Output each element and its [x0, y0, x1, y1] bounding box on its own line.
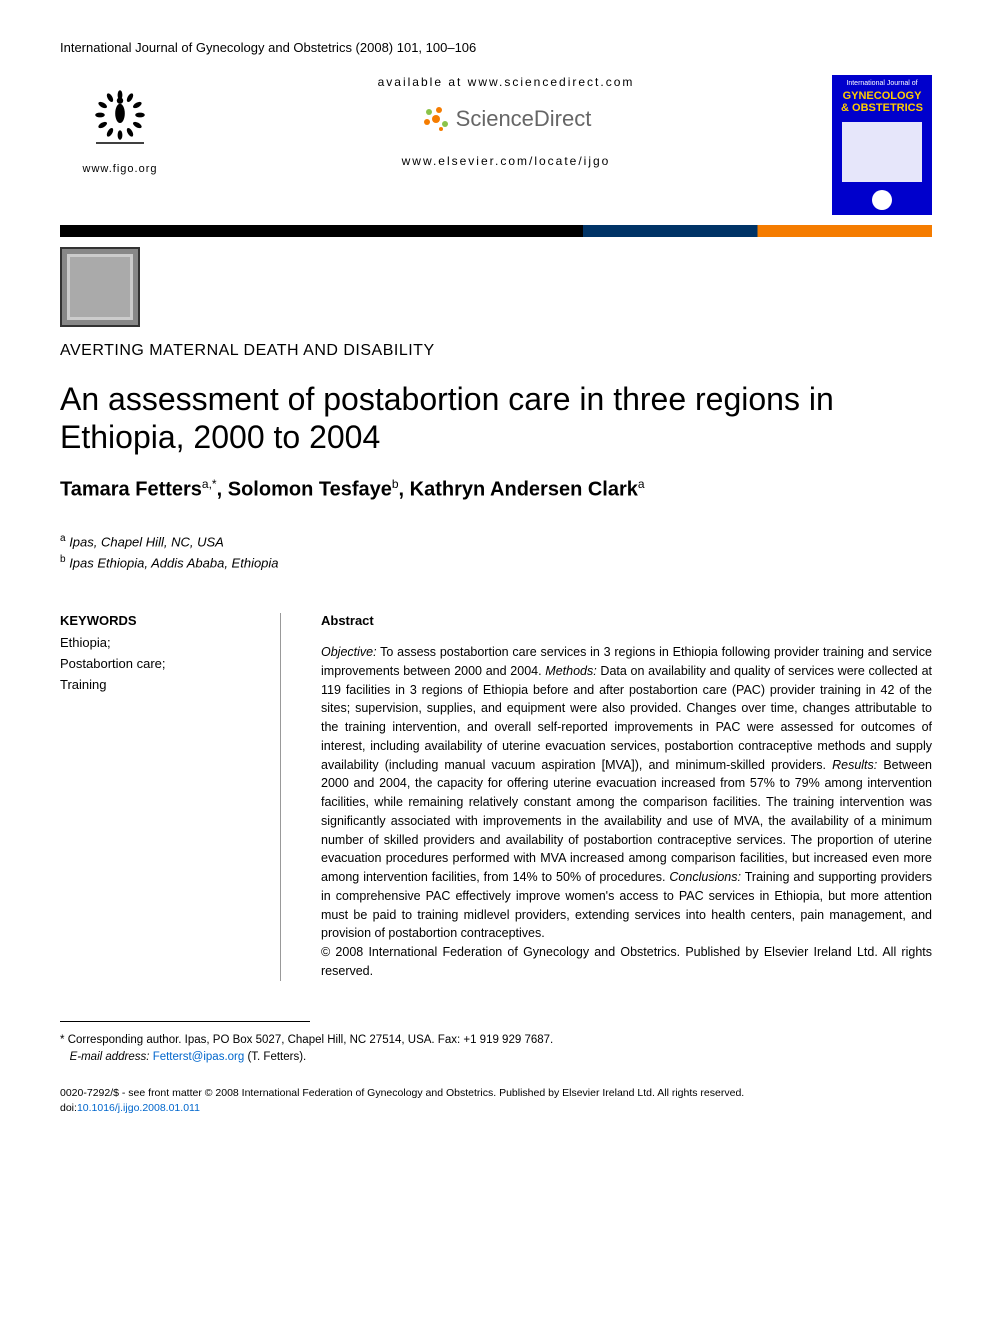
keywords-list: Ethiopia; Postabortion care; Training — [60, 633, 220, 695]
cover-badge-icon — [872, 190, 892, 210]
results-text: Between 2000 and 2004, the capacity for … — [321, 758, 932, 885]
figo-logo-block: www.figo.org — [60, 75, 180, 175]
available-at-text: available at www.sciencedirect.com — [200, 75, 812, 89]
author-2-sup: b — [392, 477, 399, 491]
figo-url[interactable]: www.figo.org — [60, 163, 180, 175]
corr-text: Corresponding author. Ipas, PO Box 5027,… — [68, 1034, 554, 1046]
affil-a-sup: a — [60, 533, 66, 544]
affil-a: Ipas, Chapel Hill, NC, USA — [69, 535, 224, 550]
abstract-box: Abstract Objective: To assess postaborti… — [280, 613, 932, 981]
sciencedirect-icon — [421, 104, 451, 134]
elsevier-url[interactable]: www.elsevier.com/locate/ijgo — [200, 154, 812, 168]
issn-line: 0020-7292/$ - see front matter © 2008 In… — [60, 1086, 932, 1101]
sciencedirect-text: ScienceDirect — [456, 106, 592, 132]
abstract-copyright: © 2008 International Federation of Gynec… — [321, 945, 932, 978]
email-attr: (T. Fetters). — [244, 1051, 306, 1063]
affil-b-sup: b — [60, 554, 66, 565]
email-link[interactable]: Fetterst@ipas.org — [153, 1051, 245, 1063]
methods-label: Methods: — [545, 664, 596, 678]
cover-line2: GYNECOLOGY — [837, 90, 927, 102]
content-row: KEYWORDS Ethiopia; Postabortion care; Tr… — [60, 613, 932, 981]
center-header: available at www.sciencedirect.com Scien… — [180, 75, 832, 168]
author-2: Solomon Tesfaye — [228, 478, 392, 500]
corr-star: * — [60, 1034, 64, 1046]
email-label: E-mail address: — [70, 1051, 150, 1063]
article-title: An assessment of postabortion care in th… — [60, 380, 932, 457]
keywords-box: KEYWORDS Ethiopia; Postabortion care; Tr… — [60, 613, 240, 981]
keywords-heading: KEYWORDS — [60, 613, 220, 628]
cover-line3: & OBSTETRICS — [837, 102, 927, 114]
results-label: Results: — [832, 758, 877, 772]
author-1: Tamara Fetters — [60, 478, 202, 500]
footer-divider — [60, 1021, 310, 1022]
cover-line1: International Journal of — [837, 80, 927, 87]
affiliations: a Ipas, Chapel Hill, NC, USA b Ipas Ethi… — [60, 531, 932, 573]
journal-cover: International Journal of GYNECOLOGY & OB… — [832, 75, 932, 215]
methods-text: Data on availability and quality of serv… — [321, 664, 932, 772]
author-3: Kathryn Andersen Clark — [410, 478, 638, 500]
author-3-sup: a — [638, 477, 645, 491]
abstract-text: Objective: To assess postabortion care s… — [321, 643, 932, 981]
author-1-sup: a,* — [202, 477, 217, 491]
abstract-heading: Abstract — [321, 613, 932, 628]
authors-line: Tamara Fettersa,*, Solomon Tesfayeb, Kat… — [60, 477, 932, 502]
objective-label: Objective: — [321, 645, 377, 659]
affil-b: Ipas Ethiopia, Addis Ababa, Ethiopia — [69, 556, 278, 571]
supplement-logo-icon — [60, 247, 140, 327]
conclusions-label: Conclusions: — [669, 870, 741, 884]
sciencedirect-logo[interactable]: ScienceDirect — [421, 104, 592, 134]
header-row: www.figo.org available at www.sciencedir… — [60, 75, 932, 215]
doi-label: doi: — [60, 1102, 77, 1114]
figo-logo-icon — [80, 75, 160, 155]
corresponding-author: * Corresponding author. Ipas, PO Box 502… — [60, 1032, 932, 1067]
footer-copyright: 0020-7292/$ - see front matter © 2008 In… — [60, 1086, 932, 1115]
journal-citation: International Journal of Gynecology and … — [60, 40, 932, 55]
doi-link[interactable]: 10.1016/j.ijgo.2008.01.011 — [77, 1102, 200, 1114]
section-name: AVERTING MATERNAL DEATH AND DISABILITY — [60, 342, 932, 360]
cover-map-icon — [842, 122, 922, 182]
divider-bar — [60, 225, 932, 237]
